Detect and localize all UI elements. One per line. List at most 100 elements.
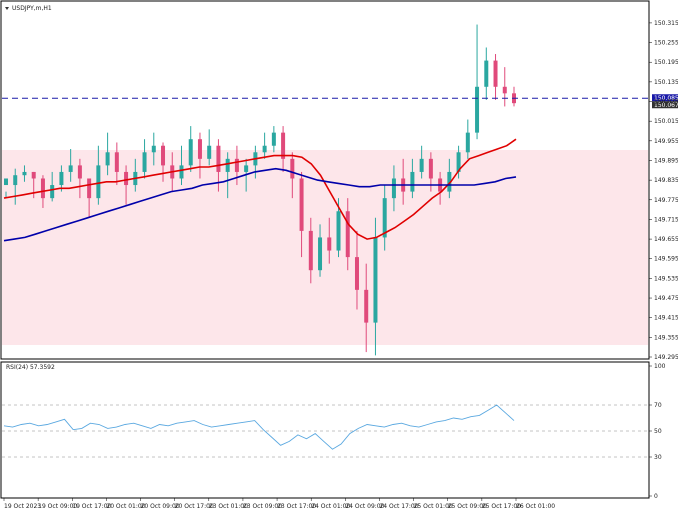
candle-body: [327, 237, 332, 251]
rsi-tick-label: 30: [654, 454, 662, 461]
candle-body: [207, 145, 212, 159]
candle-body: [484, 60, 489, 87]
price-tick-label: 149.955: [654, 138, 678, 145]
time-tick-label: 23 Oct 17:00: [277, 503, 316, 510]
candle-body: [428, 158, 433, 179]
price-tick-label: 149.835: [654, 177, 678, 184]
candle-body: [318, 237, 323, 271]
candle-body: [179, 165, 184, 179]
candle-body: [40, 178, 45, 199]
time-tick-label: 25 Oct 01:00: [414, 503, 453, 510]
candle-body: [391, 178, 396, 199]
candle-body: [188, 139, 193, 166]
price-tick-label: 150.315: [654, 20, 678, 27]
candle-body: [410, 171, 415, 192]
candle-body: [50, 185, 55, 199]
price-tick-label: 149.715: [654, 216, 678, 223]
price-tick-label: 149.535: [654, 275, 678, 282]
candle-body: [290, 158, 295, 179]
rsi-tick-label: 70: [654, 402, 662, 409]
time-tick-label: 24 Oct 17:00: [379, 503, 418, 510]
candle-body: [502, 86, 507, 94]
candle-body: [456, 152, 461, 172]
time-tick-label: 20 Oct 17:00: [175, 503, 214, 510]
candle-body: [234, 158, 239, 172]
candle-body: [59, 171, 64, 186]
main-title: USDJPY,m,H1: [12, 5, 52, 12]
candle-body: [216, 145, 221, 172]
time-tick-label: 20 Oct 01:00: [106, 503, 145, 510]
candle-body: [142, 152, 147, 172]
candle-body: [4, 178, 8, 186]
price-tick-label: 149.895: [654, 157, 678, 164]
time-tick-label: 20 Oct 09:00: [141, 503, 180, 510]
price-axis: 150.315150.255150.195150.135150.075150.0…: [649, 20, 678, 361]
candle-body: [345, 211, 350, 258]
price-label-text: 150.085: [654, 95, 678, 102]
rsi-tick-label: 100: [654, 363, 666, 370]
time-tick-label: 25 Oct 17:00: [482, 503, 521, 510]
rsi-tick-label: 0: [654, 493, 658, 500]
candle-body: [124, 171, 129, 186]
time-tick-label: 24 Oct 09:00: [345, 503, 384, 510]
candle-body: [465, 132, 470, 153]
rsi-tick-label: 50: [654, 428, 662, 435]
candle-body: [87, 178, 92, 199]
candle-body: [13, 175, 18, 186]
candle-body: [373, 237, 378, 323]
candle-body: [299, 178, 304, 231]
candle-body: [161, 145, 166, 166]
candle-body: [244, 165, 249, 172]
candle-body: [197, 139, 202, 159]
rsi-axis: 100 70 50 30 0: [649, 363, 666, 500]
candle-body: [364, 289, 369, 323]
candle-body: [281, 132, 286, 159]
price-label-text: 150.067: [654, 102, 678, 109]
price-tick-label: 150.075: [654, 99, 678, 106]
candle-body: [68, 165, 73, 172]
candle-body: [336, 211, 341, 251]
price-label-box: [652, 94, 678, 102]
price-tick-label: 149.415: [654, 315, 678, 322]
time-tick-label: 23 Oct 01:00: [209, 503, 248, 510]
candle-body: [447, 171, 452, 192]
candle-body: [475, 86, 480, 133]
candle-body: [105, 152, 110, 166]
candle-body: [114, 152, 119, 172]
rsi-label: RSI(24) 57.3592: [6, 364, 55, 371]
candle-body: [354, 257, 359, 290]
candle-body: [31, 171, 36, 179]
price-tick-label: 150.015: [654, 118, 678, 125]
time-tick-label: 23 Oct 09:00: [243, 503, 282, 510]
rsi-line: [3, 404, 515, 450]
time-tick-label: 26 Oct 01:00: [516, 503, 555, 510]
price-tick-label: 150.135: [654, 79, 678, 86]
price-label-box: [652, 101, 678, 109]
candle-body: [271, 132, 276, 146]
price-tick-label: 149.475: [654, 295, 678, 302]
candle-body: [419, 158, 424, 172]
candle-body: [22, 171, 27, 176]
price-tick-label: 149.595: [654, 256, 678, 263]
rsi-panel: [0, 361, 650, 499]
price-tick-label: 149.295: [654, 354, 678, 361]
price-tick-label: 150.195: [654, 59, 678, 66]
time-tick-label: 19 Oct 17:00: [72, 503, 111, 510]
time-tick-label: 24 Oct 01:00: [311, 503, 350, 510]
dropdown-triangle-icon[interactable]: [5, 7, 9, 10]
candle-body: [262, 145, 267, 153]
price-tick-label: 149.355: [654, 334, 678, 341]
candle-body: [308, 230, 313, 271]
price-tick-label: 150.255: [654, 40, 678, 47]
moving-averages: [3, 138, 517, 242]
price-tick-label: 149.775: [654, 197, 678, 204]
candle-body: [151, 145, 156, 153]
candle-body: [225, 158, 230, 172]
candle-body: [96, 165, 101, 199]
time-tick-label: 19 Oct 09:00: [38, 503, 77, 510]
price-tick-label: 149.655: [654, 236, 678, 243]
candle-body: [493, 60, 498, 87]
